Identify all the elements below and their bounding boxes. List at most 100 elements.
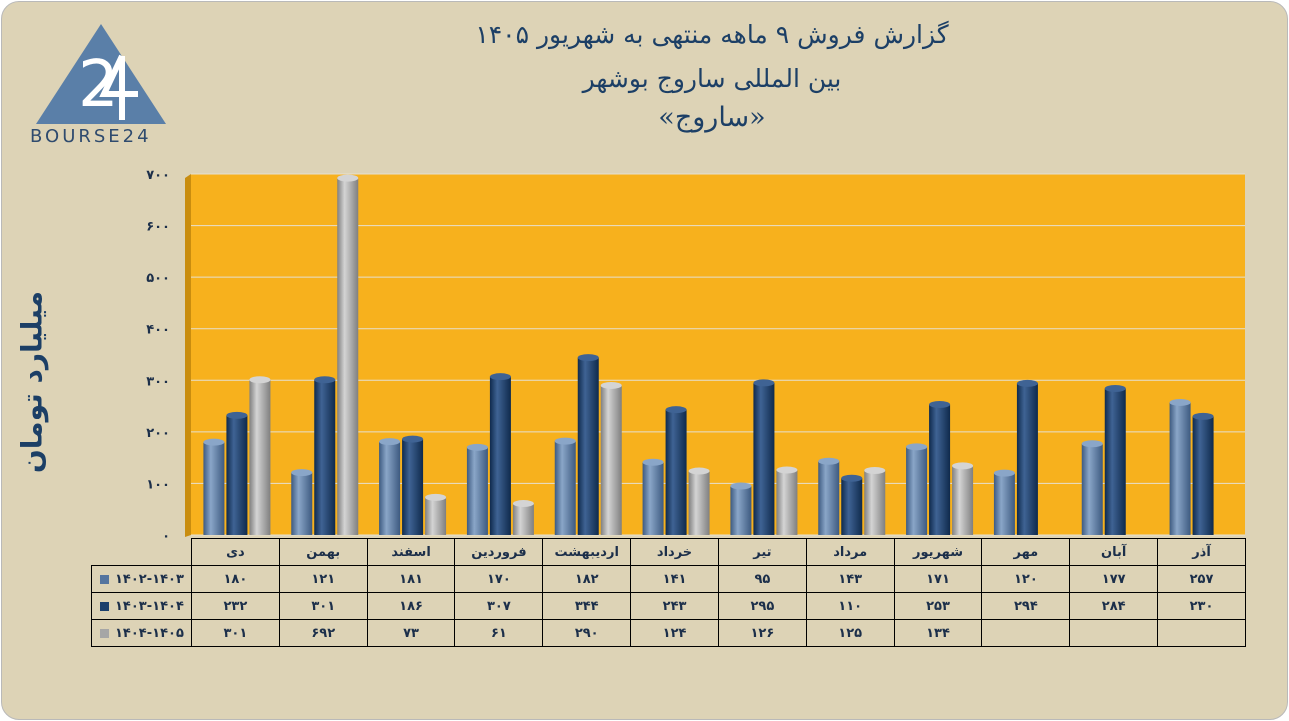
data-label: ۱۳۴ xyxy=(893,619,983,647)
bar xyxy=(203,442,225,535)
bar xyxy=(841,478,863,535)
bar xyxy=(466,447,488,535)
legend-entry: ۱۴۰۲-۱۴۰۳ xyxy=(91,565,192,593)
legend-swatch xyxy=(100,601,109,611)
svg-text:2: 2 xyxy=(78,48,119,122)
bar-top xyxy=(952,462,974,470)
x-tick-label: مهر xyxy=(981,538,1071,566)
bar-top xyxy=(776,466,798,474)
bar xyxy=(1169,402,1191,535)
data-label: ۳۰۷ xyxy=(454,592,544,620)
bar xyxy=(1081,443,1103,535)
bar-top xyxy=(818,457,840,465)
bar xyxy=(952,465,974,535)
bar-top xyxy=(665,406,687,414)
table-corner xyxy=(92,539,192,566)
bar-top xyxy=(402,435,424,443)
data-label: ۷۳ xyxy=(366,619,456,647)
table-row: ۱۴۰۲-۱۴۰۳ ۱۸۰ ۱۲۱ ۱۸۱ ۱۷۰ ۱۸۲ ۱۴۱ ۹۵ ۱۴۳ ۱۷۱ ۱۲۰ ۱۷… xyxy=(91,565,1246,593)
bar-top xyxy=(249,376,271,384)
bar-top xyxy=(864,467,886,475)
data-label xyxy=(1157,619,1246,647)
data-label: ۱۲۶ xyxy=(717,619,807,647)
data-label: ۱۴۱ xyxy=(630,565,719,593)
bar-top xyxy=(1016,379,1038,387)
bar xyxy=(753,382,775,535)
bar-top xyxy=(291,469,313,477)
bar-top xyxy=(929,401,951,409)
data-label: ۳۴۴ xyxy=(542,592,632,620)
data-label: ۱۱۰ xyxy=(805,592,895,620)
data-label: ۲۵۷ xyxy=(1157,565,1246,593)
bar xyxy=(929,404,951,535)
bar-top xyxy=(642,458,664,466)
bar xyxy=(314,379,336,535)
bar-top xyxy=(841,474,863,482)
chart-title-line-2: بین المللی ساروج بوشهر xyxy=(582,64,842,93)
bar-top xyxy=(730,482,752,490)
data-label: ۲۳۲ xyxy=(191,592,280,620)
bar-top xyxy=(512,500,534,508)
legend-entry: ۱۴۰۴-۱۴۰۵ xyxy=(91,619,192,647)
data-label: ۱۸۰ xyxy=(191,565,280,593)
data-label: ۱۲۰ xyxy=(981,565,1071,593)
y-tick-label: ۵۰۰ xyxy=(146,271,170,286)
series-name: ۱۴۰۴-۱۴۰۵ xyxy=(115,625,184,641)
bar xyxy=(906,446,928,535)
series-name: ۱۴۰۳-۱۴۰۴ xyxy=(115,598,184,614)
chart-title-line-1: گزارش فروش ۹ ماهه منتهی به شهریور ۱۴۰۵ xyxy=(475,20,949,49)
bar xyxy=(425,497,447,535)
bourse24-triangle-logo-icon: 2 xyxy=(36,24,166,124)
x-tick-label: خرداد xyxy=(630,538,719,566)
x-tick-label: تیر xyxy=(717,538,807,566)
bar xyxy=(402,439,424,535)
data-label: ۶۹۲ xyxy=(278,619,368,647)
bar-top xyxy=(688,467,710,475)
data-label: ۱۸۱ xyxy=(366,565,456,593)
bar xyxy=(864,470,886,535)
series-name: ۱۴۰۲-۱۴۰۳ xyxy=(115,571,184,587)
bar-top xyxy=(337,174,359,182)
data-label: ۲۹۴ xyxy=(981,592,1071,620)
data-label: ۱۷۰ xyxy=(454,565,544,593)
y-tick-label: ۰ xyxy=(162,529,170,544)
legend-entry: ۱۴۰۳-۱۴۰۴ xyxy=(91,592,192,620)
x-tick-label: اسفند xyxy=(366,538,456,566)
chart-title-line-3: «ساروج» xyxy=(658,102,766,133)
x-tick-label: آذر xyxy=(1157,538,1246,566)
bar-top xyxy=(379,438,401,446)
bar-top xyxy=(489,373,511,381)
bar xyxy=(1192,416,1214,535)
legend-swatch xyxy=(100,574,109,584)
bar-top xyxy=(1104,385,1126,393)
bar-top xyxy=(906,443,928,451)
legend-swatch xyxy=(100,628,109,638)
data-label: ۳۰۱ xyxy=(191,619,280,647)
y-tick-label: ۱۰۰ xyxy=(146,477,170,492)
x-tick-label: دی xyxy=(191,538,280,566)
data-label: ۲۹۰ xyxy=(542,619,632,647)
data-label: ۶۱ xyxy=(454,619,544,647)
bar-top xyxy=(1169,398,1191,406)
data-label: ۱۲۵ xyxy=(805,619,895,647)
data-label: ۲۸۴ xyxy=(1069,592,1159,620)
data-label: ۲۴۳ xyxy=(630,592,719,620)
y-tick-label: ۷۰۰ xyxy=(146,168,170,183)
table-row: ۱۴۰۳-۱۴۰۴ ۲۳۲ ۳۰۱ ۱۸۶ ۳۰۷ ۳۴۴ ۲۴۳ ۲۹۵ ۱۱۰ ۲۵۳ ۲۹۴ ۲… xyxy=(91,592,1246,620)
bar xyxy=(379,441,401,535)
data-label: ۱۲۱ xyxy=(278,565,368,593)
bar xyxy=(249,379,271,535)
data-label: ۱۲۴ xyxy=(630,619,719,647)
bar-top xyxy=(203,438,225,446)
data-label: ۲۵۳ xyxy=(893,592,983,620)
plot-side-wall xyxy=(185,174,191,537)
bar-top xyxy=(226,411,248,419)
x-tick-label: مرداد xyxy=(805,538,895,566)
y-tick-label: ۳۰۰ xyxy=(146,374,170,389)
bar xyxy=(993,473,1015,535)
bar xyxy=(600,385,622,535)
data-label: ۱۴۳ xyxy=(805,565,895,593)
x-tick-label: اردیبهشت xyxy=(542,538,632,566)
bar-top xyxy=(577,354,599,362)
